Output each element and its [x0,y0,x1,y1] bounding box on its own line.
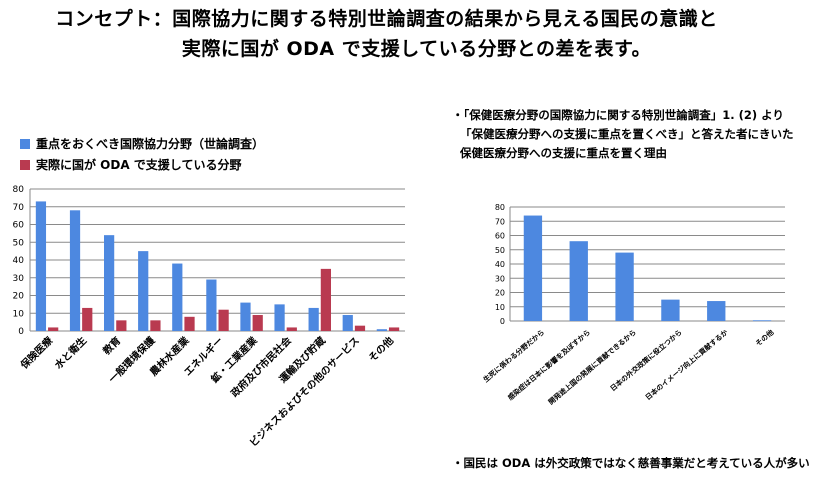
chart1-bar-oda [116,320,127,331]
chart1-bar-oda [252,315,263,331]
chart1-category-label: 政府及び市民社会 [228,334,294,400]
chart1-bar-survey [308,307,319,331]
chart1-y-tick-label: 20 [13,292,25,302]
chart2-y-tick-label: 20 [495,289,505,298]
chart2-bar [661,299,680,321]
chart1-y-tick-label: 0 [18,327,24,337]
chart2-category-label: 日本の外交政策に役立つから [608,328,683,393]
survey-note-line-3: 保健医療分野への支援に重点を置く理由 [460,146,667,160]
chart2-category-label: 感染症は日本に影響を及ぼすから [506,328,592,402]
chart1-bar-survey [376,329,387,331]
chart1-bar-survey [206,279,217,331]
chart1-bar-survey [104,235,115,331]
chart1-bar-survey [69,210,81,331]
legend-label-survey: 重点をおくべき国際協力分野（世論調査） [36,137,265,151]
chart1-category-label: 水と衛生 [51,334,89,372]
title-line-2: 実際に国が ODA で支援している分野との差を表す。 [181,38,652,60]
chart1-y-tick-label: 70 [13,203,25,213]
chart1-bar-oda [286,327,297,331]
chart2-y-tick-label: 80 [495,203,505,212]
chart2-y-tick-label: 70 [495,217,505,226]
chart1-y-tick-label: 30 [13,274,25,284]
chart2-category-label: その他 [753,328,775,348]
chart1-category-label: その他 [366,334,396,364]
chart2-category-label: 日本のイメージ向上に貢献するか [643,328,729,402]
chart1-bar-survey [240,302,251,331]
chart2-category-label: 開発途上国の発展に貢献できるから [546,328,637,407]
chart1-y-tick-label: 40 [13,256,25,266]
chart1-bar-oda [388,327,400,331]
chart2-y-tick-label: 40 [495,260,505,269]
chart2-y-tick-label: 50 [495,246,505,255]
chart1-bar-survey [342,315,353,331]
chart1-bar-oda [48,327,59,331]
chart2-bar [615,252,634,321]
chart1-bar-survey [274,304,285,331]
chart1-category-label: 教育 [99,334,123,358]
chart2-y-tick-label: 0 [500,317,505,326]
legend-swatch-survey [20,139,30,149]
chart1-bar-oda [150,320,161,331]
legend-item-oda: 実際に国が ODA で支援している分野 [20,156,241,173]
chart2-y-tick-label: 60 [495,232,505,241]
chart1-y-tick-label: 50 [13,238,25,248]
chart2-bar [752,320,772,322]
conclusion-note: ・国民は ODA は外交政策ではなく慈善事業だと考えている人が多い [452,456,810,470]
chart1-y-tick-label: 10 [13,309,25,319]
chart1-y-tick-label: 60 [13,221,25,231]
chart1-bar-survey [172,263,183,331]
chart1-bar-oda [354,325,366,331]
chart2-bar [523,215,543,321]
chart2-bar [707,301,726,321]
chart2-y-tick-label: 10 [495,303,505,312]
legend-swatch-oda [20,160,30,170]
survey-note: ・「保健医療分野の国際協力に関する特別世論調査」1. (2) より 「保健医療分… [452,106,794,163]
legend-label-oda: 実際に国が ODA で支援している分野 [36,158,242,172]
chart1-bar-survey [35,201,47,331]
survey-note-line-2: 「保健医療分野への支援に重点を置くべき」と答えた者にきいた [460,127,794,141]
chart1-bar-oda [82,307,93,331]
survey-note-line-1: ・「保健医療分野の国際協力に関する特別世論調査」1. (2) より [452,108,784,122]
chart1-category-label: 保険医療 [17,334,55,372]
chart1-bar-oda [184,316,195,331]
chart1-bar-oda [218,309,229,331]
chart1-bar-survey [138,251,149,331]
legend-item-survey: 重点をおくべき国際協力分野（世論調査） [20,135,264,152]
chart1-bar-oda [320,268,331,331]
chart1-y-tick-label: 80 [13,185,25,195]
title-line-1: コンセプト：国際協力に関する特別世論調査の結果から見える国民の意識と [55,8,718,30]
chart2-y-tick-label: 30 [495,274,505,283]
chart2-bar [569,241,588,321]
